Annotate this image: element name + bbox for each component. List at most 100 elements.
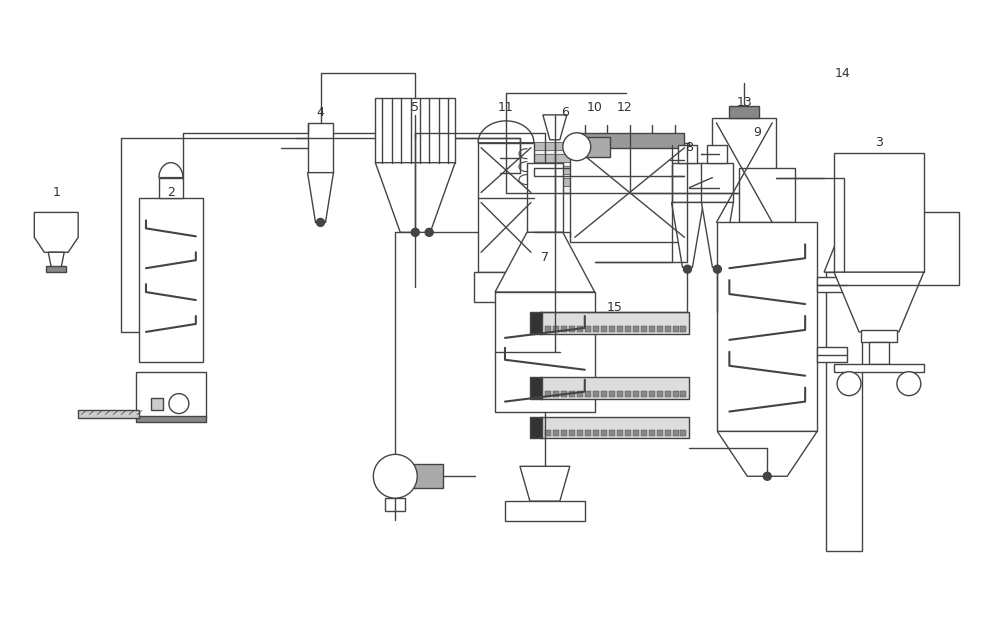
Bar	[834, 153, 924, 272]
Bar	[673, 326, 679, 332]
Bar	[495, 292, 595, 412]
Circle shape	[683, 265, 691, 273]
Polygon shape	[478, 121, 534, 143]
Polygon shape	[701, 203, 733, 267]
Bar	[570, 143, 689, 243]
Bar	[545, 391, 551, 397]
Bar	[385, 498, 405, 511]
Text: 6: 6	[561, 106, 569, 119]
Text: 4: 4	[317, 106, 324, 119]
Text: 2: 2	[167, 186, 175, 199]
Polygon shape	[543, 115, 567, 140]
Bar	[673, 430, 679, 437]
Polygon shape	[159, 178, 183, 198]
Bar	[680, 391, 686, 397]
Bar	[678, 145, 697, 163]
Bar	[540, 312, 689, 334]
Bar	[478, 143, 534, 272]
Bar	[561, 430, 567, 437]
Bar	[577, 430, 583, 437]
Bar	[527, 154, 663, 162]
Text: 15: 15	[607, 300, 623, 313]
Circle shape	[411, 228, 419, 236]
Bar	[665, 430, 671, 437]
Bar	[817, 347, 847, 362]
Bar	[569, 391, 575, 397]
Text: 5: 5	[411, 101, 419, 114]
Bar	[625, 430, 631, 437]
Circle shape	[317, 218, 324, 226]
Bar	[561, 326, 567, 332]
Polygon shape	[520, 466, 570, 501]
Text: 10: 10	[587, 101, 603, 114]
Polygon shape	[495, 233, 595, 292]
Circle shape	[713, 265, 721, 273]
Bar	[585, 326, 591, 332]
Bar	[609, 391, 615, 397]
Bar	[553, 430, 559, 437]
Bar	[527, 165, 663, 174]
Bar	[530, 377, 542, 399]
Bar	[520, 143, 670, 193]
Bar	[665, 391, 671, 397]
Bar	[527, 163, 563, 233]
Circle shape	[373, 454, 417, 498]
Bar	[575, 133, 684, 148]
Polygon shape	[824, 223, 864, 272]
Bar	[601, 326, 607, 332]
Bar	[617, 391, 623, 397]
Bar	[569, 326, 575, 332]
Text: 9: 9	[753, 126, 761, 139]
Polygon shape	[308, 173, 333, 223]
Bar	[834, 364, 924, 372]
Bar	[527, 142, 663, 150]
Bar	[593, 326, 599, 332]
Polygon shape	[34, 213, 78, 253]
Text: 11: 11	[498, 101, 514, 114]
Bar	[609, 430, 615, 437]
Bar	[817, 277, 847, 292]
Bar	[680, 326, 686, 332]
Bar	[151, 397, 163, 409]
Bar	[649, 326, 655, 332]
Bar	[701, 163, 733, 203]
Text: 14: 14	[834, 67, 850, 80]
Bar	[545, 430, 551, 437]
Text: 7: 7	[541, 251, 549, 264]
Polygon shape	[48, 253, 64, 267]
Polygon shape	[834, 272, 924, 332]
Bar	[413, 464, 443, 488]
Bar	[641, 391, 647, 397]
Polygon shape	[375, 163, 455, 233]
Bar	[545, 326, 551, 332]
Bar	[585, 430, 591, 437]
Bar	[136, 372, 206, 417]
Bar	[665, 326, 671, 332]
Bar	[633, 326, 639, 332]
Bar	[617, 430, 623, 437]
Bar	[136, 415, 206, 422]
Bar	[585, 137, 610, 157]
Bar	[561, 391, 567, 397]
Bar	[474, 272, 538, 302]
Bar	[649, 430, 655, 437]
Bar	[530, 312, 542, 334]
Bar	[46, 266, 66, 272]
Bar	[601, 430, 607, 437]
Bar	[657, 391, 663, 397]
Polygon shape	[717, 432, 817, 476]
Bar	[308, 123, 333, 173]
Bar	[717, 223, 817, 432]
Polygon shape	[159, 163, 183, 178]
Bar	[585, 391, 591, 397]
Bar	[625, 391, 631, 397]
Bar	[680, 430, 686, 437]
Circle shape	[763, 472, 771, 480]
Bar	[617, 326, 623, 332]
Bar	[672, 163, 703, 203]
Bar	[139, 198, 203, 362]
Bar	[633, 430, 639, 437]
Bar	[657, 326, 663, 332]
Bar	[553, 391, 559, 397]
Bar	[577, 391, 583, 397]
